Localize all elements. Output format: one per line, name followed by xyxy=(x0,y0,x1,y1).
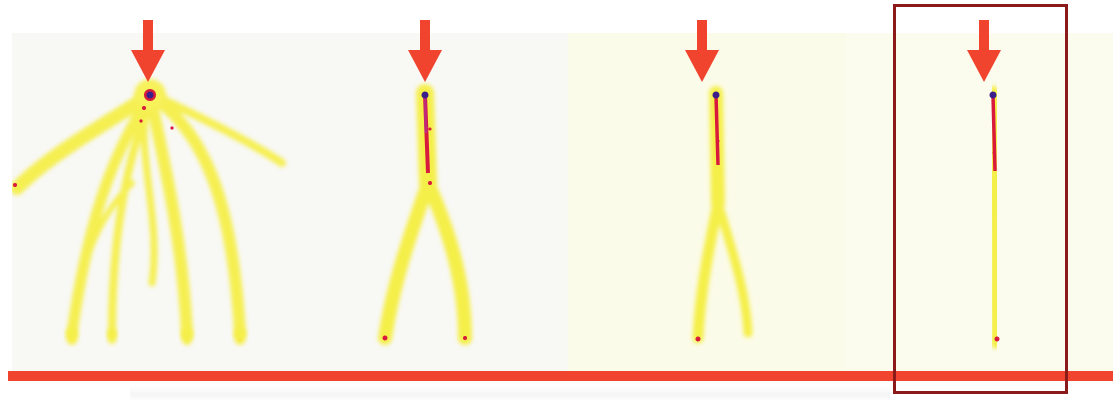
panel-row xyxy=(12,33,1113,371)
plume-multi-branch xyxy=(12,79,286,345)
highlight-box xyxy=(893,4,1068,394)
down-arrow-icon xyxy=(685,20,719,82)
panel-1 xyxy=(12,33,290,371)
plume-two-branch xyxy=(378,84,472,345)
plume-two-branch-narrow xyxy=(692,86,753,344)
baseline-bar xyxy=(8,371,1113,381)
panel-3 xyxy=(568,33,846,371)
panel-4 xyxy=(846,33,1113,371)
plume-single-stem xyxy=(986,86,1002,349)
down-arrow-icon xyxy=(967,20,1001,82)
faint-background-strip xyxy=(130,386,890,401)
down-arrow-icon xyxy=(408,20,442,82)
panel-2 xyxy=(290,33,568,371)
down-arrow-icon xyxy=(131,20,165,82)
